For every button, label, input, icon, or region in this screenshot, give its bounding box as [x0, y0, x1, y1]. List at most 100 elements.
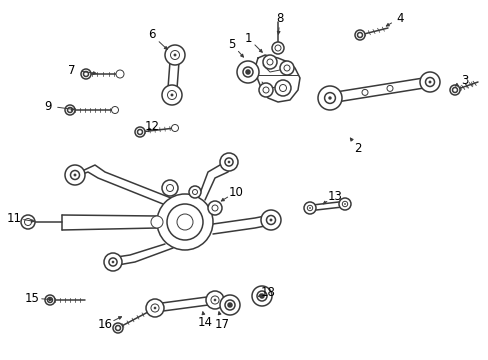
Circle shape [328, 96, 331, 100]
Circle shape [357, 32, 362, 37]
Circle shape [115, 325, 120, 330]
Circle shape [259, 83, 272, 97]
Circle shape [81, 69, 91, 79]
Circle shape [245, 70, 249, 74]
Circle shape [227, 303, 231, 307]
Circle shape [261, 210, 281, 230]
Circle shape [104, 253, 122, 271]
Circle shape [224, 158, 233, 166]
Circle shape [284, 65, 289, 71]
Circle shape [111, 107, 118, 113]
Text: 11: 11 [6, 211, 21, 225]
Circle shape [317, 86, 341, 110]
Circle shape [260, 294, 264, 298]
Circle shape [113, 323, 123, 333]
Text: 6: 6 [148, 28, 156, 41]
Text: 5: 5 [228, 37, 235, 50]
Circle shape [205, 291, 224, 309]
Text: 18: 18 [260, 285, 275, 298]
Text: 12: 12 [144, 120, 159, 132]
Text: 9: 9 [44, 99, 52, 112]
Circle shape [67, 108, 72, 112]
Text: 7: 7 [68, 63, 76, 77]
Text: 17: 17 [214, 318, 229, 330]
Circle shape [280, 61, 293, 75]
Circle shape [171, 125, 178, 131]
Text: 13: 13 [327, 189, 342, 202]
Circle shape [116, 70, 124, 78]
Circle shape [83, 72, 88, 77]
Circle shape [109, 258, 117, 266]
Circle shape [162, 85, 182, 105]
Circle shape [224, 300, 235, 310]
Circle shape [386, 85, 392, 91]
Circle shape [135, 127, 145, 137]
Circle shape [266, 216, 275, 225]
Text: 3: 3 [460, 73, 468, 86]
Circle shape [237, 61, 259, 83]
Circle shape [449, 85, 459, 95]
Circle shape [167, 204, 203, 240]
Circle shape [451, 87, 457, 93]
Circle shape [243, 67, 252, 77]
Circle shape [166, 184, 173, 192]
Circle shape [338, 198, 350, 210]
Circle shape [361, 89, 367, 95]
Text: 1: 1 [244, 31, 251, 45]
Text: 16: 16 [97, 319, 112, 332]
Circle shape [112, 261, 114, 263]
Text: 8: 8 [276, 12, 283, 24]
Circle shape [212, 205, 218, 211]
Circle shape [65, 165, 85, 185]
Circle shape [65, 105, 75, 115]
Circle shape [306, 205, 312, 211]
Circle shape [164, 45, 184, 65]
Circle shape [344, 203, 345, 205]
Circle shape [70, 171, 80, 180]
Text: 2: 2 [353, 141, 361, 154]
Circle shape [428, 81, 430, 84]
Circle shape [220, 295, 240, 315]
Circle shape [210, 296, 219, 304]
Circle shape [274, 45, 281, 51]
Circle shape [167, 90, 176, 99]
Circle shape [304, 202, 315, 214]
Circle shape [324, 93, 335, 103]
Circle shape [207, 201, 222, 215]
Circle shape [251, 286, 271, 306]
Text: 4: 4 [395, 12, 403, 24]
Circle shape [425, 77, 434, 86]
Circle shape [354, 30, 364, 40]
Circle shape [257, 291, 266, 301]
Circle shape [192, 189, 197, 194]
Circle shape [279, 85, 286, 91]
Circle shape [157, 194, 213, 250]
Circle shape [146, 299, 163, 317]
Text: 10: 10 [228, 185, 243, 198]
Circle shape [137, 130, 142, 135]
Circle shape [47, 297, 52, 302]
Circle shape [21, 215, 35, 229]
Text: 14: 14 [197, 315, 212, 328]
Circle shape [266, 59, 272, 65]
Circle shape [271, 42, 284, 54]
Circle shape [220, 153, 238, 171]
Circle shape [308, 207, 310, 209]
Circle shape [24, 219, 31, 225]
Circle shape [213, 299, 216, 301]
Circle shape [153, 307, 156, 309]
Circle shape [342, 201, 347, 207]
Circle shape [74, 174, 76, 176]
Circle shape [274, 80, 290, 96]
Circle shape [263, 87, 268, 93]
Circle shape [170, 50, 179, 59]
Circle shape [419, 72, 439, 92]
Circle shape [227, 161, 230, 163]
Circle shape [269, 219, 272, 221]
Circle shape [45, 295, 55, 305]
Circle shape [189, 186, 201, 198]
Circle shape [162, 180, 178, 196]
Circle shape [170, 94, 173, 96]
Circle shape [263, 55, 276, 69]
Circle shape [151, 216, 163, 228]
